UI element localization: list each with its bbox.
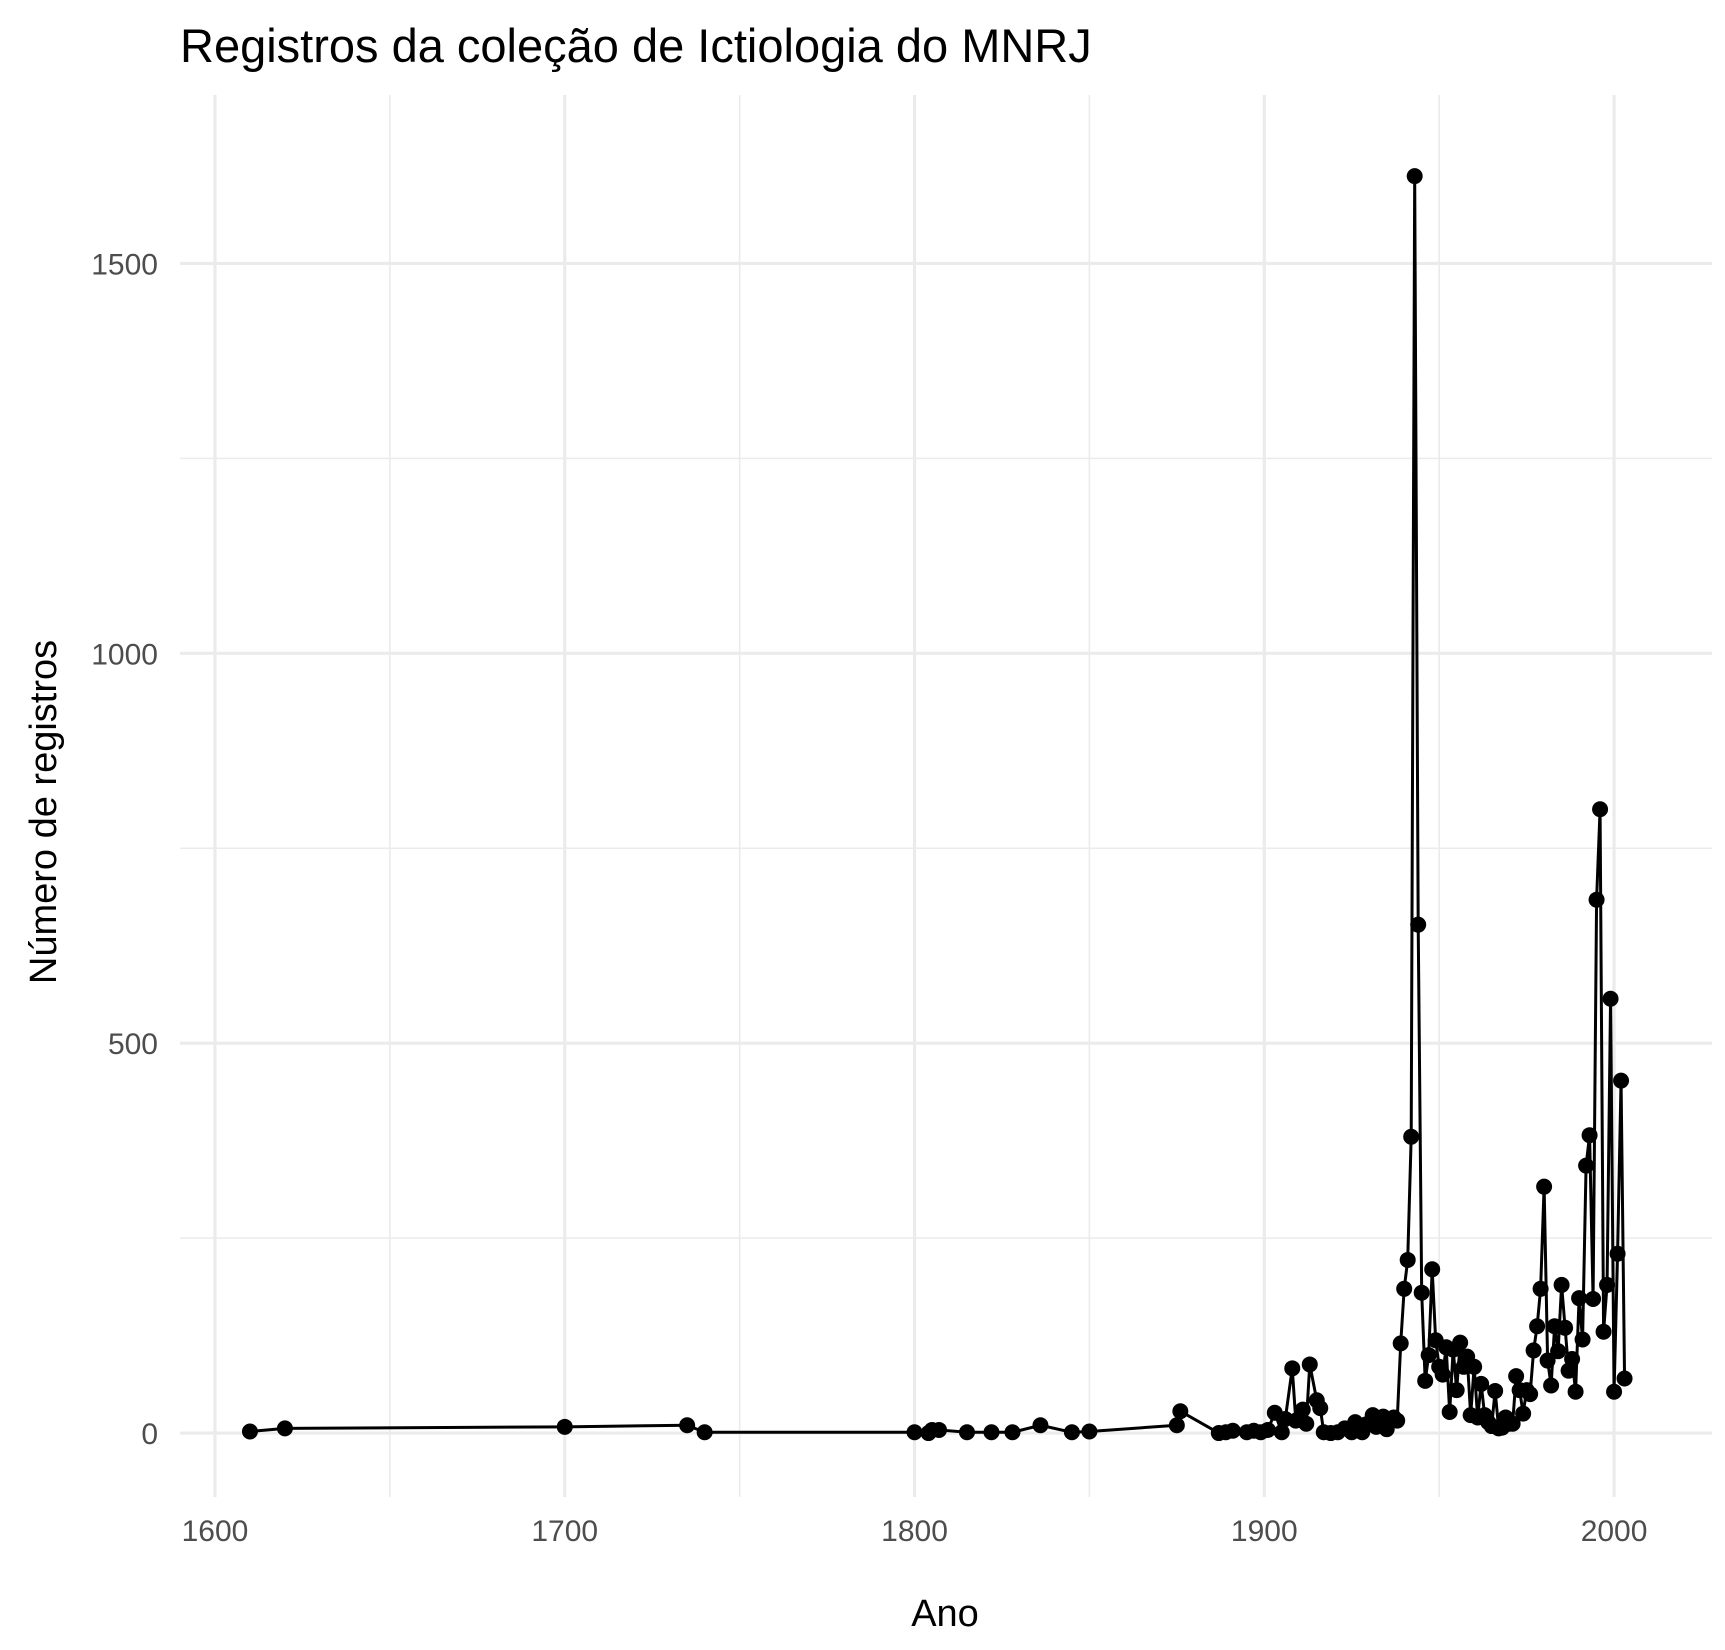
data-point (1389, 1412, 1406, 1429)
data-point (1441, 1404, 1458, 1421)
data-point (1312, 1400, 1329, 1417)
x-axis-tick-labels: 1600 1700 1800 1900 2000 (182, 1515, 1648, 1548)
y-tick-label: 1000 (91, 638, 158, 671)
x-tick-label: 2000 (1581, 1515, 1648, 1548)
data-point (1392, 1335, 1409, 1352)
data-point (1224, 1422, 1241, 1439)
data-point (1585, 1290, 1602, 1307)
data-point (1399, 1251, 1416, 1268)
data-point (1473, 1375, 1490, 1392)
x-tick-label: 1600 (182, 1515, 249, 1548)
data-point (1522, 1386, 1539, 1403)
series-line (249, 174, 1627, 1435)
data-point (1578, 1157, 1595, 1174)
y-tick-label: 500 (108, 1028, 158, 1061)
data-point (1259, 1421, 1276, 1438)
data-point (1595, 1323, 1612, 1340)
data-point (1553, 1276, 1570, 1293)
x-axis-title: Ano (911, 1593, 979, 1635)
data-point (1413, 1284, 1430, 1301)
chart-title: Registros da coleção de Ictiologia do MN… (180, 19, 1092, 72)
data-point (1417, 1372, 1434, 1389)
data-point (1294, 1401, 1311, 1418)
data-point (1298, 1415, 1315, 1432)
data-point (1557, 1319, 1574, 1336)
data-point (1532, 1280, 1549, 1297)
data-point (983, 1424, 1000, 1441)
data-point (276, 1420, 293, 1437)
data-point (931, 1421, 948, 1438)
x-tick-label: 1700 (531, 1515, 598, 1548)
data-point (1567, 1383, 1584, 1400)
data-point (958, 1424, 975, 1441)
data-point (1543, 1377, 1560, 1394)
data-point (1592, 801, 1609, 818)
y-axis-title: Número de registros (23, 640, 65, 984)
data-point (1515, 1405, 1532, 1422)
data-point (556, 1418, 573, 1435)
major-gridlines (180, 95, 1712, 1497)
data-point (1550, 1343, 1567, 1360)
data-point (1609, 1245, 1626, 1262)
data-point (1081, 1423, 1098, 1440)
data-point (1599, 1276, 1616, 1293)
data-point (906, 1424, 923, 1441)
data-point (1434, 1366, 1451, 1383)
data-point (1448, 1382, 1465, 1399)
data-point (1504, 1415, 1521, 1432)
data-point (1539, 1352, 1556, 1369)
data-point (1564, 1350, 1581, 1367)
data-point (1424, 1261, 1441, 1278)
data-point (1406, 168, 1423, 185)
data-point (1032, 1417, 1049, 1434)
y-axis-tick-labels: 0 500 1000 1500 (91, 248, 158, 1451)
data-point (1063, 1424, 1080, 1441)
data-point (1602, 990, 1619, 1007)
data-point (1172, 1403, 1189, 1420)
data-point (1529, 1318, 1546, 1335)
y-tick-label: 0 (141, 1418, 158, 1451)
data-point (1508, 1368, 1525, 1385)
data-point (1536, 1178, 1553, 1195)
data-point (1606, 1383, 1623, 1400)
data-point (1525, 1342, 1542, 1359)
data-point (696, 1424, 713, 1441)
data-point (1301, 1356, 1318, 1373)
data-point (1004, 1424, 1021, 1441)
x-tick-label: 1800 (881, 1515, 948, 1548)
data-point (1581, 1127, 1598, 1144)
data-point (1616, 1370, 1633, 1387)
x-tick-label: 1900 (1231, 1515, 1298, 1548)
data-point (1168, 1417, 1185, 1434)
minor-gridlines (180, 95, 1712, 1497)
data-point (1571, 1290, 1588, 1307)
data-point (1466, 1358, 1483, 1375)
y-tick-label: 1500 (91, 248, 158, 281)
data-point (1396, 1280, 1413, 1297)
data-point (1588, 891, 1605, 908)
data-point (1420, 1347, 1437, 1364)
data-point (1452, 1334, 1469, 1351)
data-point (1410, 916, 1427, 933)
data-point (1574, 1331, 1591, 1348)
data-point (1273, 1424, 1290, 1441)
plot-area (241, 168, 1633, 1442)
data-point (679, 1417, 696, 1434)
data-point (1284, 1360, 1301, 1377)
data-point (241, 1423, 258, 1440)
data-point (1487, 1382, 1504, 1399)
data-point (1403, 1128, 1420, 1145)
data-point (1613, 1072, 1630, 1089)
